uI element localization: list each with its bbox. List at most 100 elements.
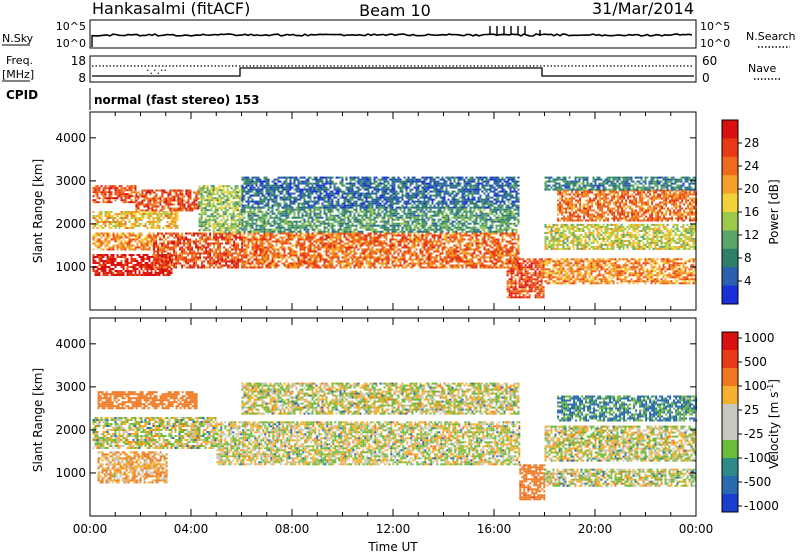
- data-cell: [205, 266, 208, 269]
- data-cell: [218, 195, 221, 198]
- nsky-label: N.Sky: [2, 32, 34, 45]
- data-cell: [269, 250, 272, 253]
- data-cell: [383, 214, 386, 217]
- data-cell: [411, 244, 414, 247]
- data-cell: [170, 268, 173, 270]
- data-cell: [401, 214, 404, 217]
- data-cell: [279, 218, 282, 221]
- data-cell: [407, 226, 410, 229]
- data-cell: [343, 264, 346, 267]
- data-cell: [491, 256, 494, 259]
- data-cell: [261, 234, 264, 237]
- data-cell: [453, 248, 456, 251]
- data-cell: [377, 216, 380, 219]
- data-cell: [205, 246, 208, 249]
- data-cell: [207, 236, 210, 239]
- data-cell: [283, 250, 286, 253]
- data-cell: [349, 264, 352, 267]
- data-cell: [243, 208, 246, 211]
- data-cell: [204, 199, 207, 202]
- data-cell: [189, 266, 192, 269]
- data-cell: [94, 191, 97, 194]
- data-cell: [151, 205, 154, 208]
- data-cell: [329, 244, 332, 247]
- data-cell: [206, 221, 209, 224]
- data-cell: [275, 238, 278, 241]
- data-cell: [153, 205, 156, 208]
- data-cell: [437, 244, 440, 247]
- data-cell: [116, 213, 119, 215]
- data-cell: [255, 206, 258, 209]
- data-cell: [151, 209, 154, 212]
- data-cell: [267, 248, 270, 251]
- data-cell: [293, 244, 296, 247]
- data-cell: [187, 203, 190, 206]
- data-cell: [353, 218, 356, 221]
- data-cell: [98, 260, 101, 262]
- data-cell: [399, 262, 402, 265]
- data-cell: [106, 262, 109, 264]
- data-cell: [120, 213, 123, 215]
- data-cell: [124, 189, 127, 192]
- data-cell: [319, 266, 322, 269]
- data-cell: [277, 206, 280, 209]
- data-cell: [493, 264, 496, 267]
- data-cell: [427, 210, 430, 213]
- data-cell: [373, 266, 376, 269]
- data-cell: [277, 226, 280, 229]
- data-cell: [453, 266, 456, 269]
- data-cell: [399, 238, 402, 241]
- data-cell: [359, 214, 362, 217]
- data-cell: [169, 191, 172, 194]
- data-cell: [232, 219, 235, 222]
- data-cell: [191, 250, 194, 253]
- data-cell: [118, 238, 121, 241]
- data-cell: [335, 234, 338, 237]
- data-cell: [447, 214, 450, 217]
- data-cell: [309, 264, 312, 267]
- cpid-label: CPID: [6, 88, 38, 102]
- data-cell: [114, 227, 117, 229]
- data-cell: [355, 234, 358, 237]
- data-cell: [145, 205, 148, 208]
- data-cell: [307, 266, 310, 269]
- data-cell: [387, 218, 390, 221]
- data-cell: [187, 193, 190, 196]
- data-cell: [387, 248, 390, 251]
- data-cell: [174, 217, 177, 219]
- data-cell: [423, 242, 426, 245]
- data-cell: [173, 242, 176, 245]
- data-cell: [307, 228, 310, 231]
- data-cell: [309, 260, 312, 263]
- data-cell: [475, 240, 478, 243]
- data-cell: [269, 266, 272, 269]
- data-cell: [325, 252, 328, 255]
- data-cell: [337, 236, 340, 239]
- data-cell: [359, 232, 362, 235]
- data-cell: [303, 220, 306, 223]
- data-cell: [114, 270, 117, 272]
- data-cell: [429, 240, 432, 243]
- data-cell: [307, 250, 310, 253]
- data-cell: [161, 207, 164, 210]
- data-cell: [337, 224, 340, 227]
- data-cell: [489, 236, 492, 239]
- data-cell: [124, 248, 127, 251]
- data-cell: [355, 220, 358, 223]
- data-cell: [395, 208, 398, 211]
- data-cell: [429, 260, 432, 263]
- data-cell: [413, 262, 416, 265]
- data-cell: [437, 224, 440, 227]
- data-cell: [331, 236, 334, 239]
- data-cell: [232, 209, 235, 212]
- data-cell: [343, 256, 346, 259]
- data-cell: [435, 248, 438, 251]
- data-cell: [417, 260, 420, 263]
- data-cell: [393, 222, 396, 225]
- data-cell: [349, 228, 352, 231]
- data-cell: [369, 244, 372, 247]
- data-cell: [449, 258, 452, 261]
- data-cell: [210, 199, 213, 202]
- data-cell: [413, 238, 416, 241]
- data-cell: [236, 197, 239, 200]
